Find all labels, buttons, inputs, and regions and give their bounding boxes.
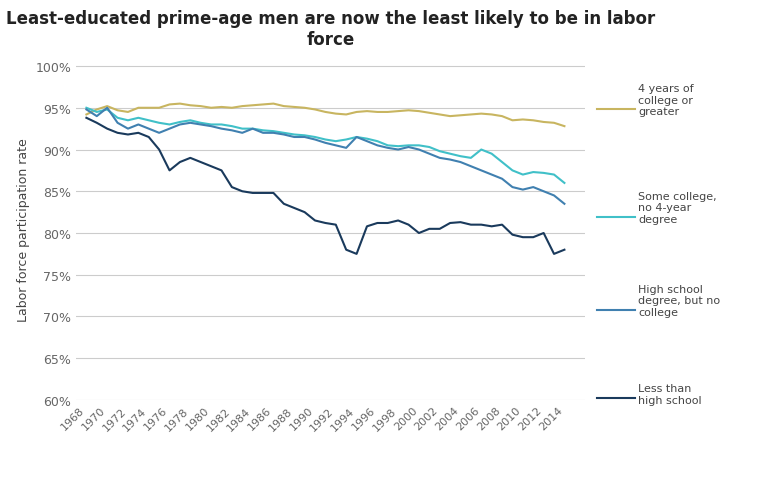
Title: Least-educated prime-age men are now the least likely to be in labor
force: Least-educated prime-age men are now the… — [6, 10, 655, 49]
Text: High school
degree, but no
college: High school degree, but no college — [638, 284, 720, 317]
Text: 4 years of
college or
greater: 4 years of college or greater — [638, 84, 694, 117]
Y-axis label: Labor force participation rate: Labor force participation rate — [17, 138, 30, 321]
Text: Less than
high school: Less than high school — [638, 384, 702, 405]
Text: Some college,
no 4-year
degree: Some college, no 4-year degree — [638, 191, 717, 224]
